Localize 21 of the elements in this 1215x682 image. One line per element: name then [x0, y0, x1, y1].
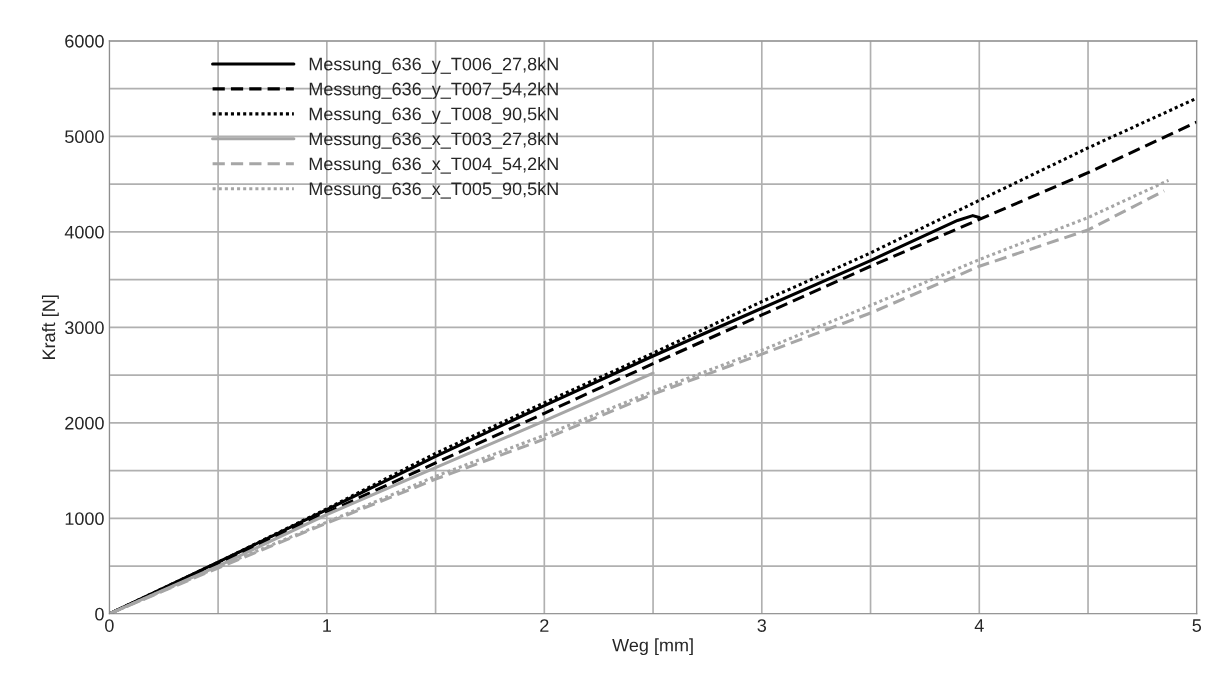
x-tick-label: 2: [540, 619, 549, 632]
y-tick-label: 5000: [65, 130, 104, 144]
x-axis-title: Weg [mm]: [612, 638, 693, 656]
legend-label: Messung_636_y_T006_27,8kN: [309, 57, 558, 74]
legend-label: Messung_636_y_T008_90,5kN: [309, 107, 558, 124]
y-tick-label: 3000: [65, 321, 104, 335]
x-tick-label: 0: [105, 619, 114, 632]
y-tick-label: 4000: [64, 225, 104, 239]
y-tick-label: 0: [95, 607, 104, 621]
x-tick-label: 1: [323, 619, 331, 632]
y-tick-label: 2000: [65, 416, 104, 430]
legend-label: Messung_636_x_T003_27,8kN: [309, 132, 558, 149]
legend-label: Messung_636_x_T005_90,5kN: [309, 181, 558, 199]
y-tick-label: 1000: [65, 512, 104, 526]
legend-label: Messung_636_y_T007_54,2kN: [309, 82, 558, 99]
x-tick-label: 5: [1192, 619, 1202, 632]
legend-label: Messung_636_x_T004_54,2kN: [309, 156, 558, 174]
x-tick-label: 3: [757, 619, 767, 632]
y-axis-title: Kraft [N]: [41, 295, 59, 359]
x-tick-label: 4: [974, 619, 984, 632]
y-tick-label: 6000: [65, 34, 104, 48]
